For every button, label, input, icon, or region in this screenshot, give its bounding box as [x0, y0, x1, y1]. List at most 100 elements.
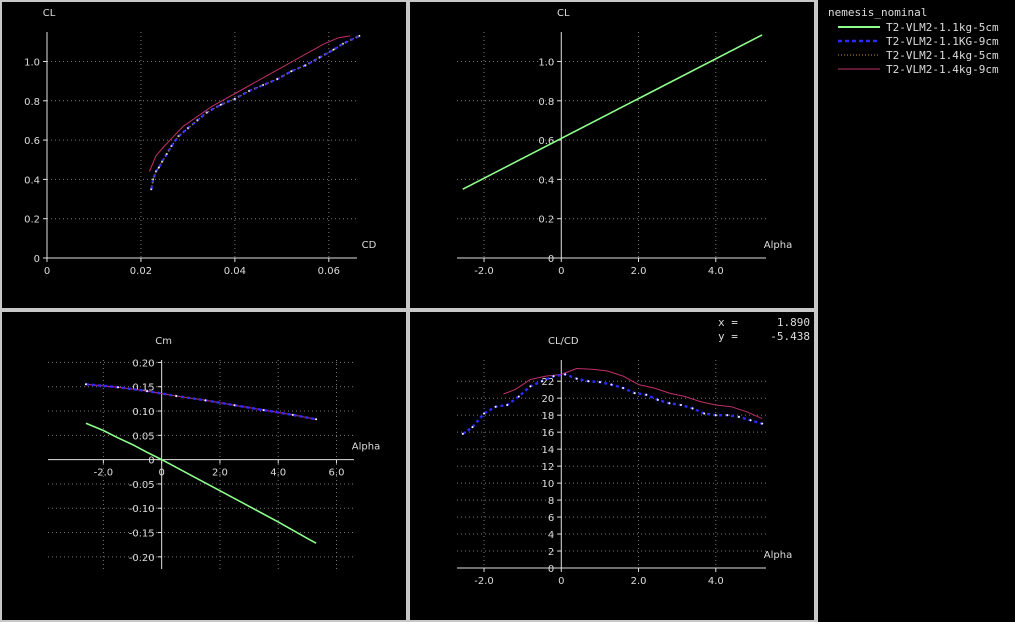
x-tick-label: 0.04	[224, 266, 246, 277]
y-tick-label: -0.10	[129, 504, 155, 515]
series-point	[517, 395, 520, 398]
x-tick-label: 4.0	[708, 266, 724, 277]
y-tick-label: 0	[548, 254, 554, 265]
series-point	[146, 390, 149, 393]
x-tick-label: 2.0	[212, 468, 228, 479]
y-tick-label: -0.05	[129, 480, 155, 491]
y-axis-title: CL	[43, 8, 56, 19]
x-axis-title: Alpha	[764, 240, 792, 251]
chart-cl-cd-svg: 0 0.02 0.04 0.06 0 0.2 0.4 0.6 0.8 1.0 CL CD	[24, 8, 377, 277]
series-point	[668, 402, 671, 405]
x-tick-label: 0.02	[130, 266, 152, 277]
readout-x-value: 1.890	[776, 316, 810, 329]
x-axis-title: CD	[362, 240, 377, 251]
series-point	[714, 414, 717, 417]
legend-title: nemesis_nominal	[828, 6, 928, 19]
series-line-1	[150, 34, 360, 190]
y-tick-label: -0.20	[129, 553, 155, 564]
y-tick-label: 0.10	[132, 407, 154, 418]
legend-swatch-0	[838, 26, 880, 28]
y-tick-label: 12	[542, 462, 555, 473]
legend-item[interactable]: T2-VLM2-1.4kg-9cm	[838, 63, 1015, 76]
chart-clcd-alpha-svg: -2.0 0 2.0 4.0 0 2 4 6 8 10 12 14 16 18 20 22 CL/CD Alpha	[457, 336, 792, 587]
y-tick-label: 1.0	[538, 57, 554, 68]
series-point	[564, 373, 567, 376]
series-point	[116, 386, 119, 389]
series-point	[680, 403, 683, 406]
chart-cm-alpha-svg: -2.0 0 2.0 4.0 6.0-0.20-0.15-0.10-0.0500.050…	[48, 336, 380, 569]
series-point	[204, 399, 207, 402]
y-tick-label: 0.4	[538, 175, 554, 186]
series-line-3	[503, 368, 763, 420]
legend-swatch-3	[838, 68, 880, 70]
y-tick-label: 22	[542, 377, 555, 388]
x-tick-label: 6.0	[329, 468, 345, 479]
series-line-0	[85, 422, 317, 544]
chart-cl-alpha-svg: -2.0 0 2.0 4.0 0 0.2 0.4 0.6 0.8 1.0 CL Alpha	[457, 8, 792, 277]
y-tick-label: 0	[148, 456, 154, 467]
legend-swatch-1	[838, 39, 880, 43]
legend-item[interactable]: T2-VLM2-1.4kg-5cm	[838, 49, 1015, 62]
plot-cm-vs-alpha[interactable]: -2.0 0 2.0 4.0 6.0 -0.20 -0.15 -0.10 -0.05 0 0.05 0…	[2, 312, 406, 620]
series-point	[645, 393, 648, 396]
series-point	[540, 380, 543, 383]
series-line-2	[150, 35, 360, 190]
series-point	[233, 404, 236, 407]
legend-label: T2-VLM2-1.1kg-5cm	[886, 21, 999, 34]
y-tick-label: 0	[548, 564, 554, 575]
series-point	[691, 407, 694, 410]
y-axis-title: CL	[557, 8, 570, 19]
series-line-3	[148, 35, 351, 172]
series-point	[552, 375, 555, 378]
series-point	[587, 380, 590, 383]
series-line-0	[462, 34, 763, 190]
y-tick-label: 0.6	[24, 136, 40, 147]
series-point	[290, 70, 293, 73]
series-point	[622, 387, 625, 390]
series-point	[761, 422, 764, 425]
legend-item[interactable]: T2-VLM2-1.1KG-9cm	[838, 35, 1015, 48]
series-point	[529, 385, 532, 388]
legend-label: T2-VLM2-1.4kg-9cm	[886, 63, 999, 76]
series-point	[506, 403, 509, 406]
series-point	[633, 392, 636, 395]
y-axis-title: CL/CD	[548, 336, 579, 347]
y-tick-label: -0.15	[129, 529, 155, 540]
y-tick-label: 18	[542, 411, 555, 422]
legend-item[interactable]: T2-VLM2-1.1kg-5cm	[838, 21, 1015, 34]
y-tick-label: 6	[548, 513, 554, 524]
series-point	[332, 48, 335, 51]
y-tick-label: 0.2	[538, 215, 554, 226]
plot-clcd-vs-alpha[interactable]: -2.0 0 2.0 4.0 0 2 4 6 8 10 12 14 16 18 20 22 CL/CD Alpha…	[410, 312, 814, 620]
y-tick-label: 2	[548, 547, 554, 558]
legend-label: T2-VLM2-1.1KG-9cm	[886, 35, 999, 48]
readout-y-label: y =	[718, 330, 738, 343]
series-point	[219, 103, 222, 106]
legend-swatch-2	[838, 54, 880, 56]
series-point	[703, 412, 706, 415]
x-tick-label: -2.0	[474, 266, 494, 277]
y-tick-label: 0.8	[538, 97, 554, 108]
series-line-1	[85, 383, 317, 421]
x-tick-label: -2.0	[94, 468, 114, 479]
y-tick-label: 1.0	[24, 57, 40, 68]
x-tick-label: 0	[158, 468, 164, 479]
x-tick-label: 0.06	[318, 266, 340, 277]
y-tick-label: 8	[548, 496, 554, 507]
x-tick-label: 4.0	[708, 576, 724, 587]
y-tick-label: 0.05	[132, 431, 154, 442]
x-tick-label: 0	[558, 266, 564, 277]
series-point	[175, 394, 178, 397]
plot-cl-vs-cd[interactable]: 0 0.02 0.04 0.06 0 0.2 0.4 0.6 0.8 1.0 CL CD	[2, 2, 406, 308]
y-tick-label: 0.4	[24, 175, 40, 186]
y-tick-label: 0.15	[132, 383, 154, 394]
series-point	[471, 426, 474, 429]
y-axis-title: Cm	[155, 336, 172, 347]
y-tick-label: 20	[542, 394, 555, 405]
x-tick-label: 2.0	[631, 266, 647, 277]
y-tick-label: 0.8	[24, 97, 40, 108]
x-tick-label: -2.0	[474, 576, 494, 587]
series-point	[291, 413, 294, 416]
plot-cl-vs-alpha[interactable]: -2.0 0 2.0 4.0 0 0.2 0.4 0.6 0.8 1.0 CL Alpha	[410, 2, 814, 308]
series-point	[315, 418, 318, 421]
